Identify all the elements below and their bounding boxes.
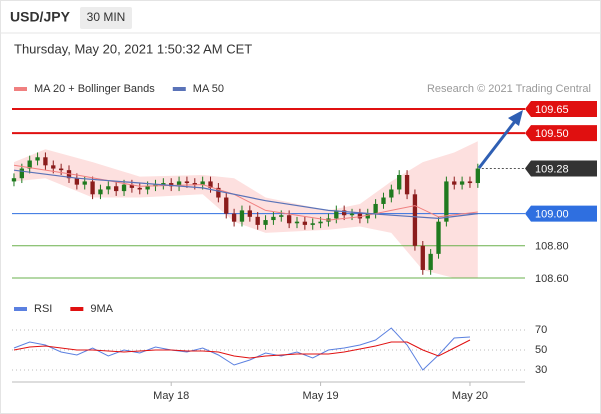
candle-body: [420, 245, 425, 270]
bollinger-band: [14, 141, 478, 278]
candle-body: [82, 181, 87, 185]
candle-body: [129, 184, 135, 188]
candle-body: [11, 178, 17, 182]
legend-swatch: [172, 87, 186, 91]
candle-body: [58, 168, 64, 171]
candle-body: [397, 174, 402, 190]
candle-body: [51, 165, 56, 169]
level-label: 109.00: [535, 209, 569, 221]
candle-body: [389, 189, 394, 198]
legend-label: MA 50: [193, 83, 224, 95]
x-tick-label: May 18: [153, 390, 189, 402]
candle-body: [27, 160, 32, 169]
level-label: 108.80: [535, 241, 569, 253]
x-tick-label: May 20: [452, 390, 488, 402]
candle-body: [404, 174, 410, 195]
candle-body: [239, 210, 245, 222]
candle-body: [145, 186, 150, 190]
series-line: [13, 164, 478, 221]
candle-body: [19, 168, 24, 179]
candle-body: [349, 213, 355, 216]
interval-badge[interactable]: [80, 7, 132, 29]
level-label: 109.50: [535, 128, 569, 140]
candle-body: [192, 183, 197, 185]
candle-body: [43, 157, 48, 166]
series-line: [13, 339, 471, 359]
candle-body: [106, 186, 111, 190]
candle-body: [452, 181, 457, 185]
candle-body: [294, 221, 300, 224]
candle-body: [310, 223, 315, 225]
candle-body: [302, 221, 308, 225]
credit: Research © 2021 Trading Central: [427, 83, 591, 95]
level-box: [525, 160, 597, 177]
candle-body: [176, 181, 182, 187]
candle-body: [224, 197, 229, 214]
candle-body: [381, 197, 386, 204]
level-box: [525, 125, 597, 142]
y-tick-label: 70: [535, 324, 547, 336]
candle-body: [263, 220, 268, 225]
candle-body: [444, 181, 449, 222]
candle-body: [342, 210, 347, 216]
candle-body: [475, 168, 480, 184]
level-label: 109.28: [535, 163, 569, 175]
candle-body: [412, 194, 418, 246]
candle-body: [208, 181, 213, 188]
series-line: [13, 327, 471, 371]
candle-body: [459, 181, 465, 185]
candle-body: [373, 203, 378, 214]
candle-body: [279, 215, 284, 217]
candle-body: [200, 181, 205, 185]
candle-body: [90, 181, 95, 195]
x-tick-label: May 19: [303, 390, 339, 402]
candle-body: [74, 178, 80, 185]
candle-body: [436, 221, 441, 254]
legend-swatch: [14, 87, 27, 91]
legend-label: MA 20 + Bollinger Bands: [34, 83, 155, 95]
candle-body: [35, 157, 40, 161]
level-label: 109.65: [535, 104, 569, 116]
y-tick-label: 30: [535, 364, 547, 376]
level-label: 108.60: [535, 273, 569, 285]
candle-body: [114, 186, 119, 192]
candle-body: [428, 253, 433, 270]
candle-body: [169, 183, 174, 187]
candle-body: [247, 210, 252, 217]
legend-swatch: [14, 307, 27, 311]
candle-body: [271, 216, 276, 221]
series-line: [13, 169, 478, 220]
candle-body: [184, 181, 190, 184]
level-box: [525, 205, 597, 222]
trend-arrow: [477, 110, 523, 169]
legend-label: RSI: [34, 303, 52, 315]
timestamp: Thursday, May 20, 2021 1:50:32 AM CET: [14, 41, 252, 56]
interval[interactable]: 30 MIN: [87, 10, 126, 24]
legend-label: 9MA: [90, 303, 113, 315]
candle-body: [98, 189, 103, 195]
candle-body: [334, 210, 339, 219]
candle-body: [318, 221, 323, 224]
candle-body: [161, 183, 166, 185]
candle-body: [216, 187, 221, 198]
candle-body: [137, 187, 142, 190]
candle-body: [357, 213, 363, 219]
candle-body: [467, 181, 473, 184]
candle-body: [255, 216, 260, 225]
candle-body: [286, 215, 292, 224]
symbol: USD/JPY: [10, 9, 71, 25]
level-box: [525, 101, 597, 117]
y-tick-label: 50: [535, 344, 547, 356]
candle-body: [231, 213, 237, 222]
candle-body: [121, 184, 127, 192]
candle-body: [365, 213, 370, 219]
legend-swatch: [70, 307, 84, 311]
